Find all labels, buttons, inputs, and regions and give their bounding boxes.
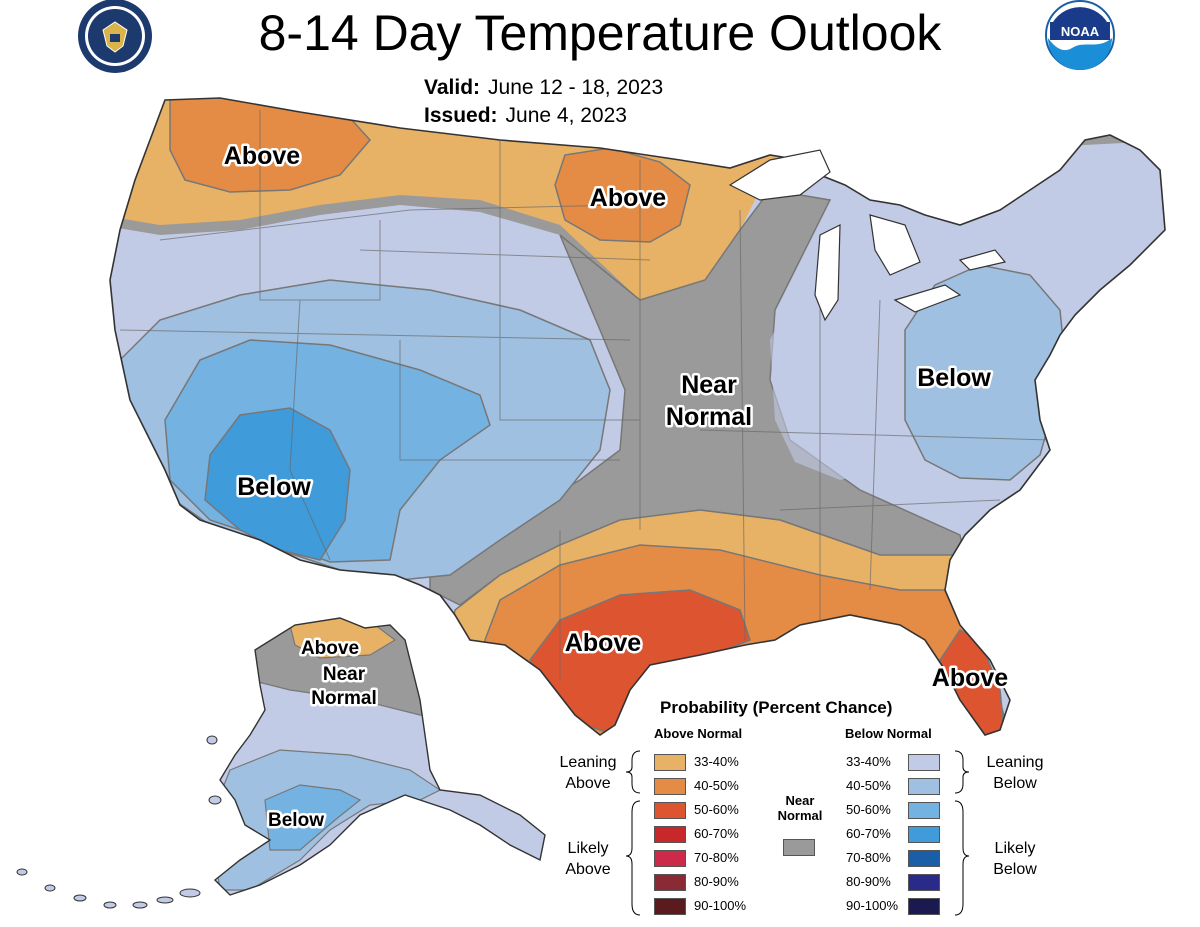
legend-above-swatch-0 xyxy=(654,754,686,771)
legend-above-label-0: 33-40% xyxy=(694,754,739,769)
legend-above-swatch-4 xyxy=(654,850,686,867)
conus-outline xyxy=(109,97,1166,736)
legend-below-label-3: 60-70% xyxy=(846,826,891,841)
issued-value: June 4, 2023 xyxy=(505,104,627,127)
alaska-outline xyxy=(213,617,546,896)
alaska-above-label: Above xyxy=(301,638,359,659)
legend-above-swatch-2 xyxy=(654,802,686,819)
legend-below-label-0: 33-40% xyxy=(846,754,891,769)
likely-below-label: Likely Below xyxy=(993,840,1037,878)
aleutian-islands xyxy=(16,735,222,909)
mn-above-label: Above xyxy=(590,184,667,212)
legend-below-swatch-0 xyxy=(908,754,940,771)
leaning-above-label: Leaning Above xyxy=(559,754,617,792)
alaska-near-label: Near xyxy=(323,664,366,685)
legend-below-swatch-2 xyxy=(908,802,940,819)
legend-above-swatch-5 xyxy=(654,874,686,891)
legend-below-label-1: 40-50% xyxy=(846,778,891,793)
legend-braces xyxy=(625,750,970,916)
legend-above-label-3: 60-70% xyxy=(694,826,739,841)
mn-above-area xyxy=(554,147,691,243)
state-boundaries xyxy=(119,110,1051,680)
valid-label: Valid: xyxy=(424,76,481,99)
legend-above-label-1: 40-50% xyxy=(694,778,739,793)
alaska-map xyxy=(215,618,545,895)
legend-above-label-4: 70-80% xyxy=(694,850,739,865)
legend-below-swatch-4 xyxy=(908,850,940,867)
legend-below-swatch-6 xyxy=(908,898,940,915)
legend-above-swatch-3 xyxy=(654,826,686,843)
legend-below-swatch-1 xyxy=(908,778,940,795)
legend-above-label-5: 80-90% xyxy=(694,874,739,889)
page-title: 8-14 Day Temperature Outlook xyxy=(258,5,942,61)
near-label: Near xyxy=(681,371,737,399)
legend-near-normal-label: Near Normal xyxy=(777,793,823,823)
legend-title: Probability (Percent Chance) xyxy=(660,698,893,717)
leaning-below-label: Leaning Below xyxy=(986,754,1044,792)
legend-below-label-4: 70-80% xyxy=(846,850,891,865)
normal-label: Normal xyxy=(666,403,752,431)
issued-label: Issued: xyxy=(424,104,498,127)
issued-date: Issued: June 4, 2023 xyxy=(424,104,627,128)
florida-above-label: Above xyxy=(932,664,1009,692)
legend-below-label-2: 50-60% xyxy=(846,802,891,817)
legend-above-swatch-6 xyxy=(654,898,686,915)
legend-below-swatch-5 xyxy=(908,874,940,891)
likely-above-label: Likely Above xyxy=(565,840,611,878)
great-lakes xyxy=(728,149,1007,322)
commerce-seal-logo xyxy=(78,0,152,73)
sw-below-60-area xyxy=(204,407,351,561)
legend-above-head: Above Normal xyxy=(654,726,743,741)
near-normal-swatch xyxy=(783,839,815,856)
legend-below-swatch-3 xyxy=(908,826,940,843)
legend-above-swatch-1 xyxy=(654,778,686,795)
sw-below-label: Below xyxy=(237,473,311,501)
nw-above-label: Above xyxy=(224,142,301,170)
legend-below-label-6: 90-100% xyxy=(846,898,899,913)
legend-above-label-6: 90-100% xyxy=(694,898,747,913)
east-below-label: Below xyxy=(917,364,991,392)
valid-dates: Valid: June 12 - 18, 2023 xyxy=(424,76,663,100)
alaska-below-label: Below xyxy=(268,810,324,831)
legend-above-label-2: 50-60% xyxy=(694,802,739,817)
texas-above-label: Above xyxy=(565,629,642,657)
legend-below-head: Below Normal xyxy=(845,726,932,741)
alaska-normal-label: Normal xyxy=(311,688,376,709)
noaa-logo: NOAA xyxy=(1045,0,1115,70)
valid-value: June 12 - 18, 2023 xyxy=(488,76,664,99)
legend-below-label-5: 80-90% xyxy=(846,874,891,889)
noaa-logo-text: NOAA xyxy=(1061,24,1100,39)
